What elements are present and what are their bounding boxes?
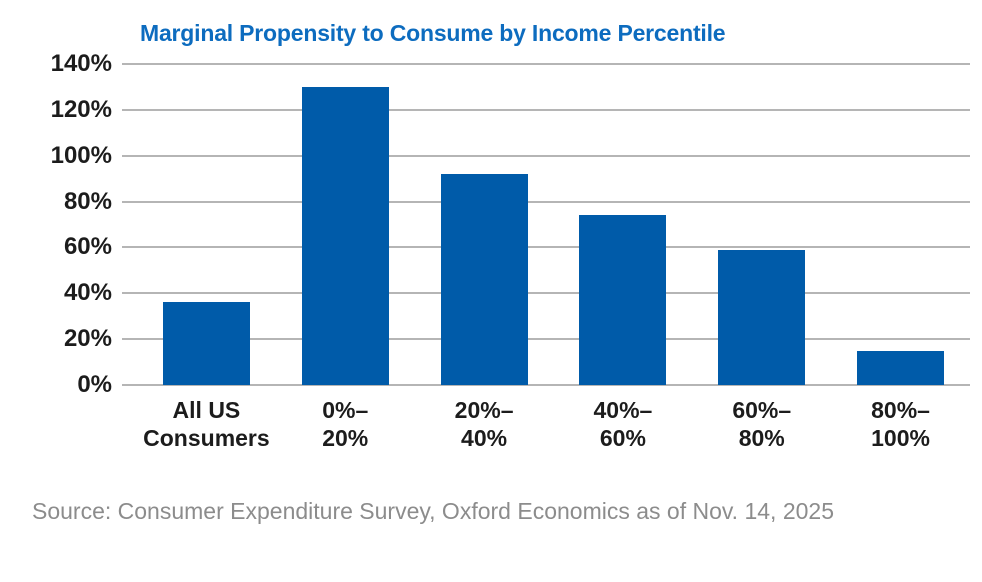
y-tick [122, 338, 137, 341]
y-tick [122, 384, 137, 386]
bar [162, 302, 250, 385]
gridline [137, 200, 970, 203]
y-tick [122, 154, 137, 157]
gridline [137, 108, 970, 111]
y-tick [122, 292, 137, 295]
gridline [137, 292, 970, 295]
gridline [137, 246, 970, 249]
bar [579, 215, 667, 385]
x-tick-label: 0%– 20% [322, 397, 369, 451]
gridline [137, 338, 970, 341]
y-tick [122, 108, 137, 111]
gridline [137, 154, 970, 157]
bar [440, 174, 528, 385]
chart-title: Marginal Propensity to Consume by Income… [140, 20, 726, 46]
x-tick-label: All US Consumers [143, 397, 270, 451]
y-axis-ticks [122, 63, 137, 386]
gridline [137, 63, 970, 65]
x-tick-label: 20%– 40% [454, 397, 514, 451]
y-tick [122, 63, 137, 65]
x-tick-label: 60%– 80% [732, 397, 792, 451]
x-tick-label: 80%– 100% [871, 397, 930, 451]
source-note: Source: Consumer Expenditure Survey, Oxf… [32, 498, 834, 524]
x-tick-label: 40%– 60% [593, 397, 653, 451]
x-axis-labels: All US Consumers 0%– 20% 20%– 40% 40%– 60% 6… [137, 396, 970, 452]
bar [718, 249, 806, 385]
plot-area [137, 63, 970, 386]
bar [857, 350, 945, 385]
gridline [137, 384, 970, 386]
y-axis-labels: 0% 20% 40% 60% 80% 100% 120% 140% [50, 50, 112, 398]
y-tick [122, 200, 137, 203]
y-tick [122, 246, 137, 249]
bar [301, 86, 389, 385]
